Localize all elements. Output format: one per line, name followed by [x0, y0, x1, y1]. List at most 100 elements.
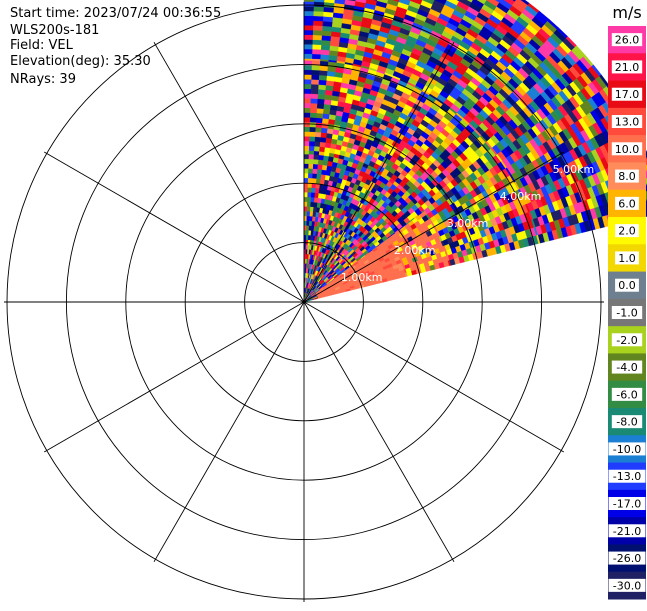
data-cell: [314, 154, 319, 159]
data-cell: [304, 79, 312, 84]
colorbar-title: m/s: [612, 3, 641, 22]
data-cell: [312, 65, 320, 70]
data-cell: [304, 0, 314, 2]
data-cell: [310, 132, 316, 137]
data-cell: [313, 169, 318, 174]
data-cell: [318, 94, 325, 99]
data-cell: [314, 11, 324, 16]
colorbar-tick-label: 17.0: [615, 88, 640, 101]
colorbar-tick-label: 6.0: [618, 197, 636, 210]
range-label: 5.00km: [553, 163, 595, 176]
data-cell: [317, 103, 324, 108]
data-cell: [310, 122, 316, 127]
info-elevation: Elevation(deg): 35.30: [10, 53, 151, 70]
info-field: Field: VEL: [10, 37, 73, 54]
data-cell: [304, 117, 310, 122]
colorbar-tick-label: -17.0: [613, 498, 641, 511]
data-cell: [313, 35, 322, 40]
range-label: 1.00km: [341, 271, 383, 284]
data-cell: [304, 206, 307, 211]
data-cell: [304, 54, 312, 59]
data-cell: [304, 122, 310, 127]
data-cell: [308, 192, 312, 197]
velocity-sector: [304, 0, 647, 302]
data-cell: [312, 70, 320, 75]
colorbar-tick-label: -6.0: [616, 388, 637, 401]
data-cell: [312, 54, 321, 59]
data-cell: [308, 173, 313, 178]
data-cell: [304, 84, 311, 89]
colorbar: m/s26.021.017.013.010.08.06.02.01.00.0-1…: [608, 3, 646, 600]
data-cell: [304, 173, 308, 178]
data-cell: [321, 128, 327, 133]
data-cell: [312, 75, 320, 80]
data-cell: [304, 11, 314, 16]
data-cell: [304, 108, 311, 113]
data-cell: [314, 146, 320, 151]
data-cell: [315, 132, 321, 137]
data-cell: [313, 40, 322, 45]
data-cell: [311, 94, 318, 99]
data-cell: [304, 74, 312, 79]
colorbar-tick-label: 2.0: [618, 225, 636, 238]
data-cell: [304, 151, 309, 155]
data-cell: [304, 187, 308, 192]
data-cell: [315, 137, 321, 142]
data-cell: [314, 151, 319, 155]
data-cell: [309, 154, 314, 159]
data-cell: [311, 84, 319, 89]
data-cell: [304, 146, 309, 151]
data-cell: [309, 141, 315, 146]
data-cell: [304, 25, 313, 30]
colorbar-tick-label: 1.0: [618, 252, 636, 265]
data-cell: [304, 154, 309, 159]
data-cell: [304, 211, 307, 216]
data-cell: [304, 192, 308, 197]
data-cell: [309, 164, 314, 169]
data-cell: [304, 164, 309, 169]
azimuth-line: [44, 302, 304, 452]
data-cell: [304, 16, 314, 21]
data-cell: [314, 16, 324, 21]
range-label: 2.00km: [394, 244, 436, 257]
data-cell: [304, 1, 314, 6]
data-cell: [318, 164, 323, 169]
data-cell: [304, 178, 308, 183]
data-cell: [304, 202, 307, 207]
data-cell: [308, 178, 312, 183]
data-cell: [311, 188, 315, 193]
data-cell: [315, 141, 321, 146]
data-cell: [313, 30, 322, 35]
info-nrays: NRays: 39: [10, 71, 76, 88]
azimuth-line: [154, 42, 304, 302]
data-cell: [310, 117, 316, 122]
data-cell: [319, 75, 327, 80]
data-cell: [319, 155, 324, 160]
data-cell: [316, 118, 323, 123]
data-cell: [308, 168, 313, 173]
azimuth-line: [44, 152, 304, 302]
data-cell: [304, 70, 312, 75]
colorbar-tick-label: 26.0: [615, 34, 640, 47]
data-cell: [314, 2, 324, 7]
range-label: 3.00km: [447, 217, 489, 230]
colorbar-tick-label: 13.0: [615, 116, 640, 129]
data-cell: [320, 142, 326, 147]
data-cell: [319, 147, 325, 152]
colorbar-tick-label: -10.0: [613, 443, 641, 456]
colorbar-tick-label: 10.0: [615, 143, 640, 156]
data-cell: [320, 66, 328, 71]
colorbar-tick-label: -21.0: [613, 525, 641, 538]
data-cell: [312, 173, 317, 178]
data-cell: [319, 70, 327, 75]
data-cell: [304, 98, 311, 103]
polar-grid: [4, 2, 604, 602]
data-cell: [313, 21, 323, 26]
data-cell: [304, 141, 309, 146]
data-cell: [311, 98, 318, 103]
data-cell: [309, 136, 315, 141]
colorbar-tick-label: 0.0: [618, 279, 636, 292]
colorbar-tick-label: -1.0: [616, 307, 637, 320]
info-start-time: Start time: 2023/07/24 00:36:55: [10, 5, 221, 22]
